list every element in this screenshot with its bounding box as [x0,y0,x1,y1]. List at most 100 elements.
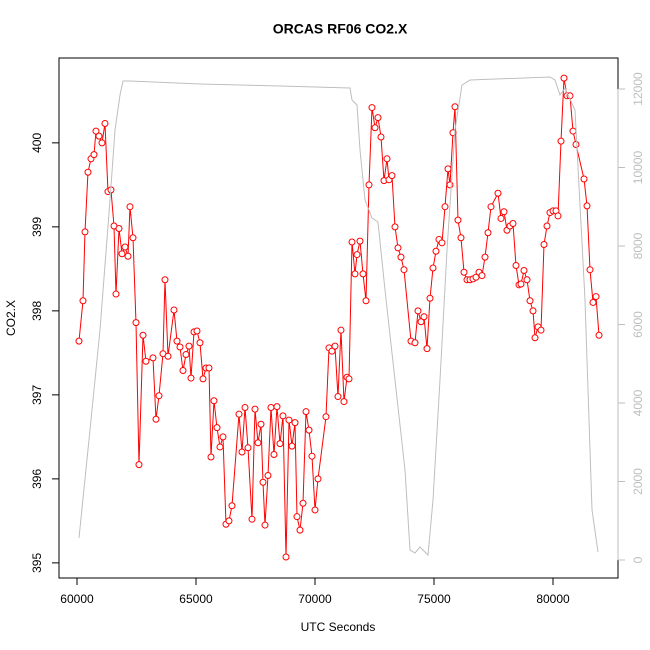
data-point [288,442,296,450]
data-point [537,326,545,334]
x-tick-label: 75000 [417,592,451,606]
data-point [173,337,181,345]
data-point [383,155,391,163]
data-point [371,124,379,132]
data-point [348,238,356,246]
data-point [529,307,537,315]
data-point [362,297,370,305]
data-point [98,139,106,147]
y-tick-label: 400 [30,133,44,153]
data-point [251,405,259,413]
data-point [429,264,437,272]
data-point [176,343,184,351]
y-tick-label: 398 [30,301,44,321]
data-point [592,293,600,301]
data-point [497,214,505,222]
data-point [572,141,580,149]
data-point [170,306,178,314]
data-point [238,448,246,456]
data-point [314,475,322,483]
data-point [411,339,419,347]
data-point [285,416,293,424]
data-point [494,189,502,197]
data-point [185,342,193,350]
data-point [554,212,562,220]
data-point [81,228,89,236]
data-point [481,253,489,261]
data-point [394,244,402,252]
data-point [478,272,486,280]
x-axis-label: UTC Seconds [301,620,376,634]
data-point [420,313,428,321]
data-point [400,266,408,274]
data-point [340,398,348,406]
data-point [187,374,195,382]
chart-title: ORCAS RF06 CO2.X [273,21,408,37]
data-point [444,165,452,173]
data-point [248,515,256,523]
data-point [90,151,98,159]
data-point [441,203,449,211]
data-point [207,453,215,461]
data-point [135,461,143,469]
data-point [75,337,83,345]
data-point [121,243,129,251]
data-point [259,478,267,486]
data-point [543,222,551,230]
data-point [560,74,568,82]
data-point [586,266,594,274]
data-point [423,345,431,353]
data-point [126,203,134,211]
data-point [374,114,382,122]
data-point [353,251,361,259]
data-point [484,229,492,237]
data-point [155,392,163,400]
data-point [414,307,422,315]
data-point [451,103,459,111]
data-point [139,331,147,339]
data-point [219,433,227,441]
y-axis-label: CO2.X [4,300,18,336]
data-point [311,506,319,514]
data-point [397,253,405,261]
data-point [345,375,353,383]
data-point [264,472,272,480]
data-point [299,499,307,507]
data-point [115,225,123,233]
data-point [359,270,367,278]
data-point [282,553,290,561]
data-point [164,352,172,360]
y2-tick-label: 0 [631,556,645,563]
data-point [302,408,310,416]
data-point [526,297,534,305]
data-point [580,175,588,183]
data-point [276,440,284,448]
data-point [216,443,224,451]
data-point [512,261,520,269]
data-point [205,364,213,372]
data-point [523,276,531,284]
data-point [196,339,204,347]
data-point [225,517,233,525]
data-point [142,357,150,365]
data-point [356,237,364,245]
data-point [293,513,301,521]
data-point [124,252,132,260]
data-point [417,318,425,326]
data-point [308,452,316,460]
y2-tick-label: 10000 [631,150,645,184]
y2-tick-label: 8000 [631,232,645,259]
y-tick-label: 399 [30,217,44,237]
data-point [235,410,243,418]
data-point [270,451,278,459]
y2-tick-label: 6000 [631,311,645,338]
data-point [331,342,339,350]
data-point [152,415,160,423]
data-point [446,181,454,189]
data-point [520,267,528,275]
data-point [84,168,92,176]
data-point [79,297,87,305]
x-tick-label: 70000 [298,592,332,606]
data-point [228,502,236,510]
data-point [334,393,342,401]
